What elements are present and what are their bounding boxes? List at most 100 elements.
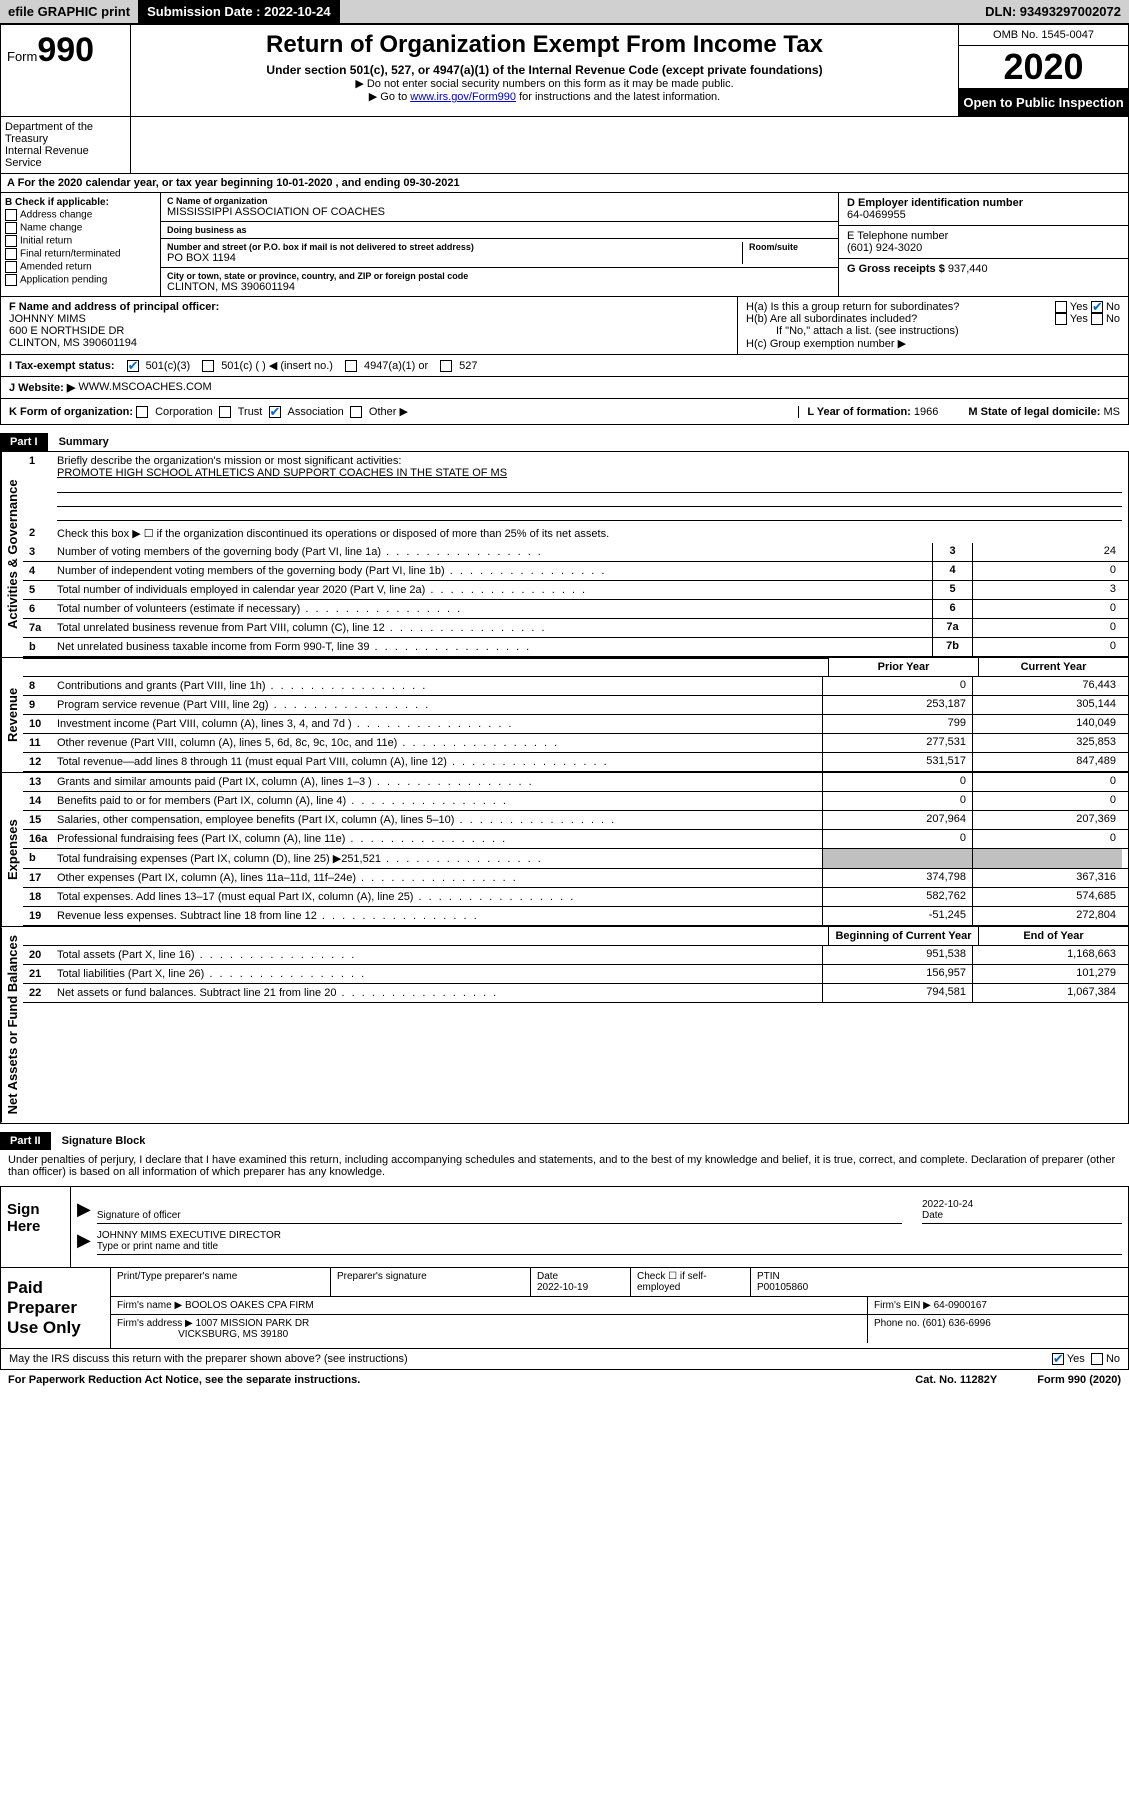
officer-addr2: CLINTON, MS 390601194 [9,337,137,349]
table-row: 7aTotal unrelated business revenue from … [23,619,1128,638]
prep-date-label: Date [537,1271,558,1282]
paperwork-notice: For Paperwork Reduction Act Notice, see … [8,1374,360,1386]
side-revenue: Revenue [1,658,23,772]
revenue-section: Revenue Prior YearCurrent Year 8Contribu… [0,657,1129,772]
footer: For Paperwork Reduction Act Notice, see … [0,1370,1129,1390]
box-b-label: B Check if applicable: [5,197,109,208]
prep-date-value: 2022-10-19 [537,1282,588,1293]
officer-addr1: 600 E NORTHSIDE DR [9,325,124,337]
checkbox-icon[interactable] [5,209,17,221]
table-row: 5Total number of individuals employed in… [23,581,1128,600]
box-b-option: Final return/terminated [5,248,156,260]
discuss-no-check[interactable] [1091,1353,1103,1365]
dept-treasury: Department of the Treasury Internal Reve… [1,117,131,173]
ha-no-check[interactable] [1091,301,1103,313]
prep-sig-label: Preparer's signature [337,1271,427,1282]
table-row: 6Total number of volunteers (estimate if… [23,600,1128,619]
table-row: 13Grants and similar amounts paid (Part … [23,773,1128,792]
table-row: 3Number of voting members of the governi… [23,543,1128,562]
officer-label: F Name and address of principal officer: [9,301,219,313]
check-other[interactable] [350,406,362,418]
checkbox-icon[interactable] [5,235,17,247]
check-527[interactable] [440,360,452,372]
discuss-text: May the IRS discuss this return with the… [9,1353,408,1365]
paid-preparer-label: Paid Preparer Use Only [1,1268,111,1348]
box-c: C Name of organization MISSISSIPPI ASSOC… [161,193,838,296]
street-value: PO BOX 1194 [167,252,742,264]
firm-phone: (601) 636-6996 [922,1318,990,1329]
hb-no-check[interactable] [1091,313,1103,325]
table-row: 14Benefits paid to or for members (Part … [23,792,1128,811]
tax-year: 2020 [959,46,1128,89]
table-row: 22Net assets or fund balances. Subtract … [23,984,1128,1003]
ha-text: H(a) Is this a group return for subordin… [746,301,959,313]
box-de: D Employer identification number 64-0469… [838,193,1128,296]
box-b-option: Application pending [5,274,156,286]
check-501c3[interactable] [127,360,139,372]
checkbox-icon[interactable] [5,261,17,273]
table-row: 17Other expenses (Part IX, column (A), l… [23,869,1128,888]
city-label: City or town, state or province, country… [167,271,832,281]
room-label: Room/suite [749,242,832,252]
ein-label: D Employer identification number [847,197,1023,209]
firm-addr2: VICKSBURG, MS 39180 [178,1329,288,1340]
dba-label: Doing business as [167,225,832,235]
submission-date: Submission Date : 2022-10-24 [139,0,340,23]
checkbox-icon[interactable] [5,274,17,286]
ptin-value: P00105860 [757,1282,808,1293]
checkbox-icon[interactable] [5,248,17,260]
check-501c[interactable] [202,360,214,372]
box-b-option: Name change [5,222,156,234]
gross-value: 937,440 [948,263,988,275]
ha-yes-check[interactable] [1055,301,1067,313]
phone-label: E Telephone number [847,230,948,242]
table-row: 12Total revenue—add lines 8 through 11 (… [23,753,1128,772]
check-corp[interactable] [136,406,148,418]
part-i-title: Summary [51,433,117,451]
form-ref: Form 990 (2020) [1037,1374,1121,1386]
table-row: 21Total liabilities (Part X, line 26)156… [23,965,1128,984]
part-ii-title: Signature Block [54,1132,154,1150]
check-trust[interactable] [219,406,231,418]
side-governance: Activities & Governance [1,452,23,657]
note-ssn: ▶ Do not enter social security numbers o… [141,77,948,90]
note-link: ▶ Go to www.irs.gov/Form990 for instruct… [141,90,948,103]
firm-name: BOOLOS OAKES CPA FIRM [185,1300,314,1311]
check-assoc[interactable] [269,406,281,418]
form-header: Form990 Return of Organization Exempt Fr… [0,24,1129,117]
sig-date-value: 2022-10-24 [922,1199,973,1210]
org-name: MISSISSIPPI ASSOCIATION OF COACHES [167,206,832,218]
table-row: 20Total assets (Part X, line 16)951,5381… [23,946,1128,965]
firm-ein: 64-0900167 [934,1300,987,1311]
box-b-option: Address change [5,209,156,221]
l-label: L Year of formation: [807,406,911,418]
table-row: bNet unrelated business taxable income f… [23,638,1128,657]
org-name-label: C Name of organization [167,196,832,206]
ein-value: 64-0469955 [847,209,906,221]
discuss-yes-check[interactable] [1052,1353,1064,1365]
prior-year-header: Prior Year [828,658,978,676]
irs-link[interactable]: www.irs.gov/Form990 [410,91,516,103]
q2-text: Check this box ▶ ☐ if the organization d… [57,527,1122,540]
prep-name-label: Print/Type preparer's name [117,1271,237,1282]
check-4947[interactable] [345,360,357,372]
checkbox-icon[interactable] [5,222,17,234]
table-row: 16aProfessional fundraising fees (Part I… [23,830,1128,849]
form-label: Form [7,49,37,64]
ptin-label: PTIN [757,1271,780,1282]
status-label: I Tax-exempt status: [9,360,115,372]
officer-type-label: Type or print name and title [97,1241,218,1252]
box-f: F Name and address of principal officer:… [1,297,738,354]
table-row: bTotal fundraising expenses (Part IX, co… [23,849,1128,869]
signature-block: Sign Here ▶ Signature of officer 2022-10… [0,1186,1129,1268]
preparer-block: Paid Preparer Use Only Print/Type prepar… [0,1268,1129,1349]
officer-name: JOHNNY MIMS [9,313,86,325]
netassets-section: Net Assets or Fund Balances Beginning of… [0,926,1129,1123]
table-row: 4Number of independent voting members of… [23,562,1128,581]
inspection-badge: Open to Public Inspection [959,89,1128,116]
hb-yes-check[interactable] [1055,313,1067,325]
table-row: 10Investment income (Part VIII, column (… [23,715,1128,734]
table-row: 15Salaries, other compensation, employee… [23,811,1128,830]
governance-section: Activities & Governance 1Briefly describ… [0,451,1129,657]
sig-arrow-icon: ▶ [77,1230,91,1255]
